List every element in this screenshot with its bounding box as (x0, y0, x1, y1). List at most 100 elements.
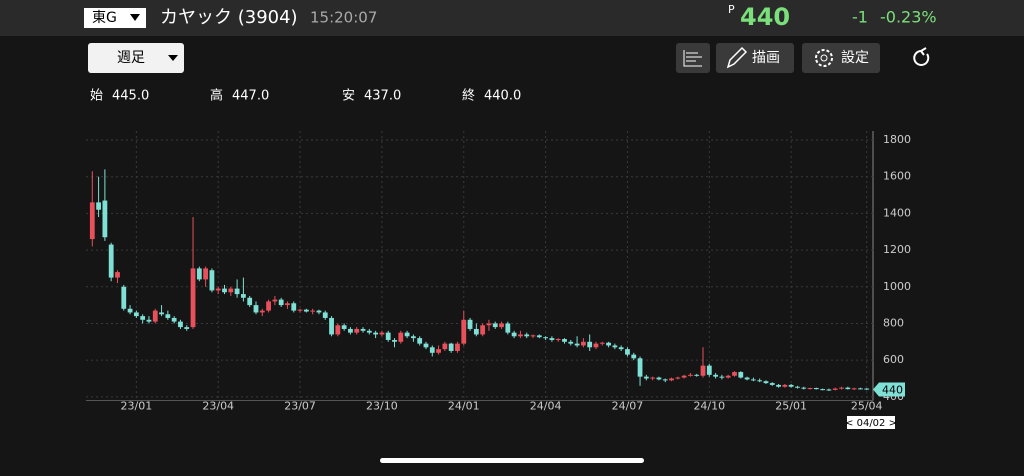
candle-body (599, 342, 605, 344)
candle-body (801, 387, 807, 389)
period-select[interactable] (88, 43, 184, 73)
candle-body (89, 202, 95, 240)
info-label: 終 (462, 88, 475, 104)
candle-body (820, 389, 826, 391)
candle-body (196, 268, 202, 280)
candle-body (473, 328, 479, 335)
candle-body (146, 319, 152, 322)
candle-body (618, 347, 624, 350)
info-label: 始 (90, 89, 103, 104)
candle-body (574, 343, 580, 346)
candle-body (675, 377, 681, 379)
candle-body (108, 244, 114, 278)
candle-body (159, 312, 164, 315)
market: 東G (92, 10, 117, 26)
ohlc-info: 始 445.0 高 447.0 安 437.0 終 440.0 (90, 88, 521, 104)
x-tick-label: 24/10 (693, 400, 725, 413)
candle-body (215, 288, 221, 291)
candle-body (266, 301, 271, 311)
candle-body (241, 294, 246, 298)
cursor-label: < 04/02 > (845, 418, 897, 429)
candle-body (530, 335, 536, 337)
icon (820, 54, 828, 62)
candle-body (360, 328, 366, 331)
x-tick-label: 25/01 (775, 400, 807, 413)
x-tick-label: 24/04 (530, 400, 562, 413)
candle-body (455, 343, 460, 351)
candle-body (392, 339, 397, 342)
candle-body (719, 376, 725, 378)
candle-body (152, 310, 158, 322)
candle-body (467, 319, 473, 329)
candle-body (96, 202, 101, 210)
candle-body (662, 379, 668, 381)
candle-body (549, 338, 555, 340)
candle-body (272, 299, 278, 302)
change-pct: -0.23% (880, 8, 937, 27)
refresh-button[interactable] (913, 47, 930, 66)
candle-body (505, 323, 511, 333)
candle-body (656, 377, 662, 380)
candle-body (813, 388, 819, 390)
candle-body (278, 299, 284, 306)
candle-body (788, 384, 794, 387)
candle-body (858, 388, 863, 390)
candle-body (234, 288, 240, 295)
candle-body (763, 381, 769, 384)
candle-body (795, 386, 800, 388)
candle-body (348, 328, 353, 333)
y-tick-label: 1800 (883, 133, 911, 146)
candle-body (171, 317, 177, 322)
indicator-button[interactable] (676, 43, 710, 73)
candle-body (341, 325, 347, 329)
candle-body (310, 310, 316, 312)
candle-body (480, 325, 486, 335)
candle-body (839, 387, 844, 389)
caret (168, 55, 178, 61)
info-value: 440.0 (484, 89, 521, 104)
x-tick-label: 23/10 (366, 400, 398, 413)
candle-body (845, 387, 851, 390)
candle-body (826, 389, 832, 391)
candle-body (536, 335, 542, 338)
candle-body (127, 308, 133, 313)
candle-body (209, 270, 215, 291)
candle-body (410, 336, 416, 339)
candle-body (637, 358, 643, 377)
draw-label: 描画 (752, 50, 780, 66)
candle-body (373, 332, 379, 335)
icon (815, 49, 833, 67)
y-tick-label: 1200 (883, 243, 911, 256)
candle-body (694, 374, 700, 376)
time: 15:20:07 (310, 9, 377, 27)
candle-body (102, 200, 108, 238)
candle-body (448, 343, 454, 351)
period: 週足 (117, 50, 145, 66)
candle-body (423, 343, 429, 348)
candle-body (744, 377, 750, 380)
draw-button[interactable] (716, 43, 794, 73)
candle-body (606, 342, 611, 346)
y-tick-label: 800 (883, 316, 904, 329)
market-select[interactable] (84, 8, 146, 28)
candle-body (643, 376, 649, 379)
candle-body (492, 323, 498, 328)
candle-body (165, 314, 171, 318)
info-value: 447.0 (232, 89, 269, 104)
candle-body (316, 310, 322, 313)
last-price-label: 440 (882, 383, 903, 396)
x-tick-label: 24/01 (448, 400, 480, 413)
change: -1 (852, 8, 868, 27)
candle-body (417, 338, 423, 344)
candle-body (398, 332, 404, 342)
candle-body (291, 303, 297, 311)
candle-body (303, 309, 309, 312)
candle-body (593, 343, 599, 348)
y-tick-label: 1600 (883, 170, 911, 183)
y-tick-label: 1000 (883, 280, 911, 293)
top-bar (0, 0, 1024, 36)
candle-body (568, 341, 574, 344)
candle-body (115, 272, 120, 278)
x-tick-label: 23/07 (284, 400, 316, 413)
